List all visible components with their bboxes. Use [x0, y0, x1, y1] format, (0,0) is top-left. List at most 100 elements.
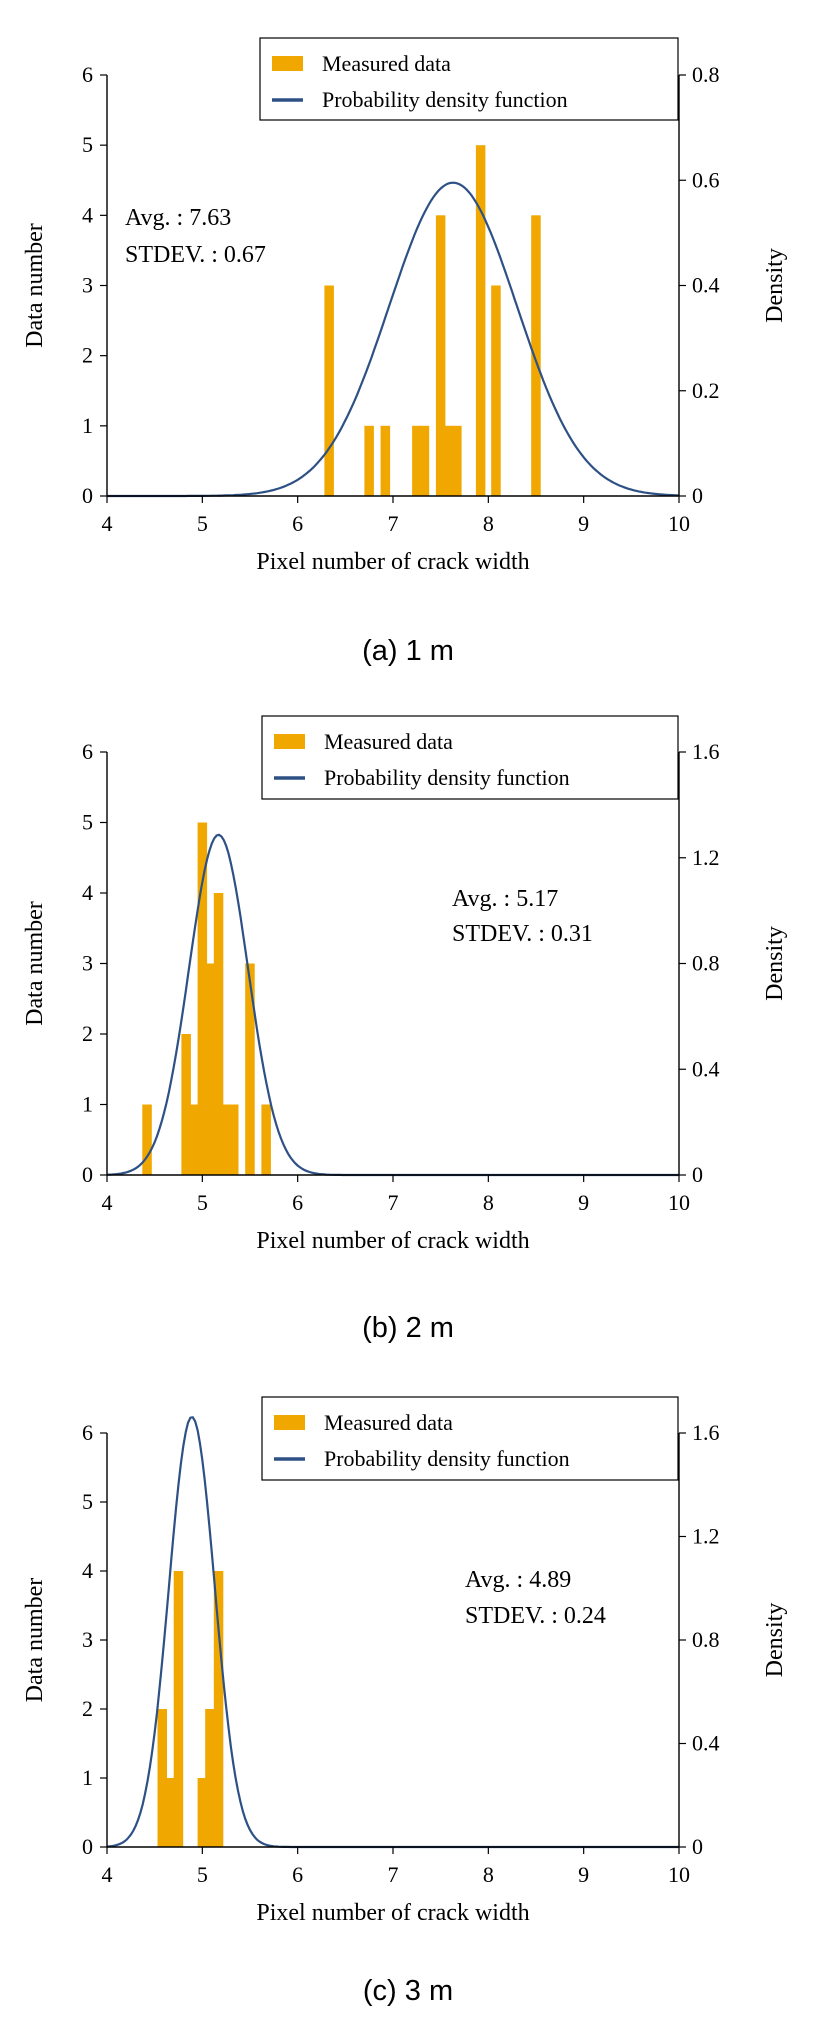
y-tick-label: 5: [82, 132, 93, 157]
legend-bar-label: Measured data: [324, 1410, 453, 1435]
legend-bar-label: Measured data: [322, 51, 451, 76]
y-tick-label: 2: [82, 343, 93, 368]
x-tick-label: 9: [578, 511, 589, 536]
legend-bar-swatch: [272, 56, 303, 71]
avg-annotation: Avg. : 7.63: [125, 205, 231, 231]
x-tick-label: 5: [197, 511, 208, 536]
panel-caption: (b) 2 m: [362, 1312, 454, 1344]
legend-box: [261, 1396, 679, 1481]
legend-bar-swatch: [274, 1415, 305, 1430]
y-tick-label: 3: [82, 1627, 93, 1652]
legend-box: [261, 715, 679, 800]
legend-bar-label: Measured data: [324, 729, 453, 754]
panel-caption: (a) 1 m: [362, 635, 454, 667]
y2-axis-title: Density: [762, 1603, 788, 1678]
y-tick-label: 6: [82, 62, 93, 87]
y2-tick-label: 0.4: [692, 1731, 720, 1756]
legend-bar-swatch: [274, 734, 305, 749]
x-tick-label: 8: [483, 511, 494, 536]
y-tick-label: 2: [82, 1696, 93, 1721]
x-tick-label: 4: [102, 511, 113, 536]
y-tick-label: 0: [82, 1834, 93, 1859]
y-tick-label: 3: [82, 951, 93, 976]
x-tick-label: 6: [292, 511, 303, 536]
y-tick-label: 6: [82, 1420, 93, 1445]
x-tick-label: 4: [102, 1190, 113, 1215]
x-tick-label: 7: [388, 511, 399, 536]
x-tick-label: 6: [292, 1190, 303, 1215]
bar: [181, 1034, 191, 1175]
stdev-annotation: STDEV. : 0.24: [465, 1603, 606, 1629]
bar: [324, 285, 334, 496]
bar: [261, 1104, 271, 1175]
x-tick-label: 4: [102, 1862, 113, 1887]
x-tick-label: 5: [197, 1862, 208, 1887]
legend-line-label: Probability density function: [322, 87, 568, 112]
bar: [452, 425, 462, 496]
bar: [380, 425, 391, 496]
y2-tick-label: 0.6: [692, 167, 720, 192]
legend: Measured data Probability density functio…: [261, 1396, 679, 1481]
y2-tick-label: 0.8: [692, 951, 720, 976]
panel-caption: (c) 3 m: [363, 1975, 453, 2007]
legend-line-label: Probability density function: [324, 765, 570, 790]
bar: [245, 963, 255, 1175]
bar: [213, 1571, 224, 1847]
bar: [531, 215, 541, 497]
x-tick-label: 7: [388, 1190, 399, 1215]
x-tick-label: 8: [483, 1862, 494, 1887]
stdev-annotation: STDEV. : 0.31: [452, 921, 593, 947]
x-tick-label: 8: [483, 1190, 494, 1215]
bar: [412, 425, 422, 496]
bar: [443, 425, 453, 496]
x-axis-title: Pixel number of crack width: [256, 1900, 529, 1926]
bar: [189, 1104, 200, 1175]
y-tick-label: 4: [82, 202, 93, 227]
bar: [205, 1709, 215, 1847]
y2-tick-label: 0.4: [692, 1056, 720, 1081]
bar: [142, 1104, 152, 1175]
bar: [205, 963, 215, 1175]
x-tick-label: 10: [668, 1862, 690, 1887]
y-tick-label: 4: [82, 880, 93, 905]
y2-tick-label: 0.8: [692, 62, 720, 87]
y-tick-label: 3: [82, 273, 93, 298]
y2-tick-label: 1.6: [692, 739, 720, 764]
y2-tick-label: 1.6: [692, 1420, 720, 1445]
y2-tick-label: 0: [692, 1162, 703, 1187]
y-axis-title: Data number: [22, 901, 48, 1026]
bar: [173, 1571, 184, 1847]
bar: [364, 425, 374, 496]
y2-tick-label: 0.2: [692, 378, 720, 403]
avg-annotation: Avg. : 5.17: [452, 886, 558, 912]
y-tick-label: 1: [82, 413, 93, 438]
legend: Measured data Probability density functio…: [259, 37, 679, 121]
bar: [491, 285, 501, 496]
bar: [221, 1104, 231, 1175]
bar: [166, 1778, 176, 1847]
y2-tick-label: 0: [692, 1834, 703, 1859]
legend-box: [259, 37, 679, 121]
y-axis-title: Data number: [22, 223, 48, 348]
x-tick-label: 9: [578, 1190, 589, 1215]
y2-tick-label: 0.4: [692, 273, 720, 298]
y-tick-label: 2: [82, 1021, 93, 1046]
bar: [475, 145, 486, 496]
y2-axis-title: Density: [762, 248, 788, 323]
y2-tick-label: 0: [692, 483, 703, 508]
y-tick-label: 4: [82, 1558, 93, 1583]
bar: [213, 893, 224, 1175]
y2-tick-label: 0.8: [692, 1627, 720, 1652]
x-tick-label: 10: [668, 511, 690, 536]
y2-tick-label: 1.2: [692, 1524, 720, 1549]
x-axis-title: Pixel number of crack width: [256, 1228, 529, 1254]
bar: [435, 215, 446, 497]
y-tick-label: 5: [82, 810, 93, 835]
avg-annotation: Avg. : 4.89: [465, 1567, 571, 1593]
pdf-curve: [106, 1416, 679, 1849]
bar: [197, 822, 208, 1175]
bar: [229, 1104, 239, 1175]
